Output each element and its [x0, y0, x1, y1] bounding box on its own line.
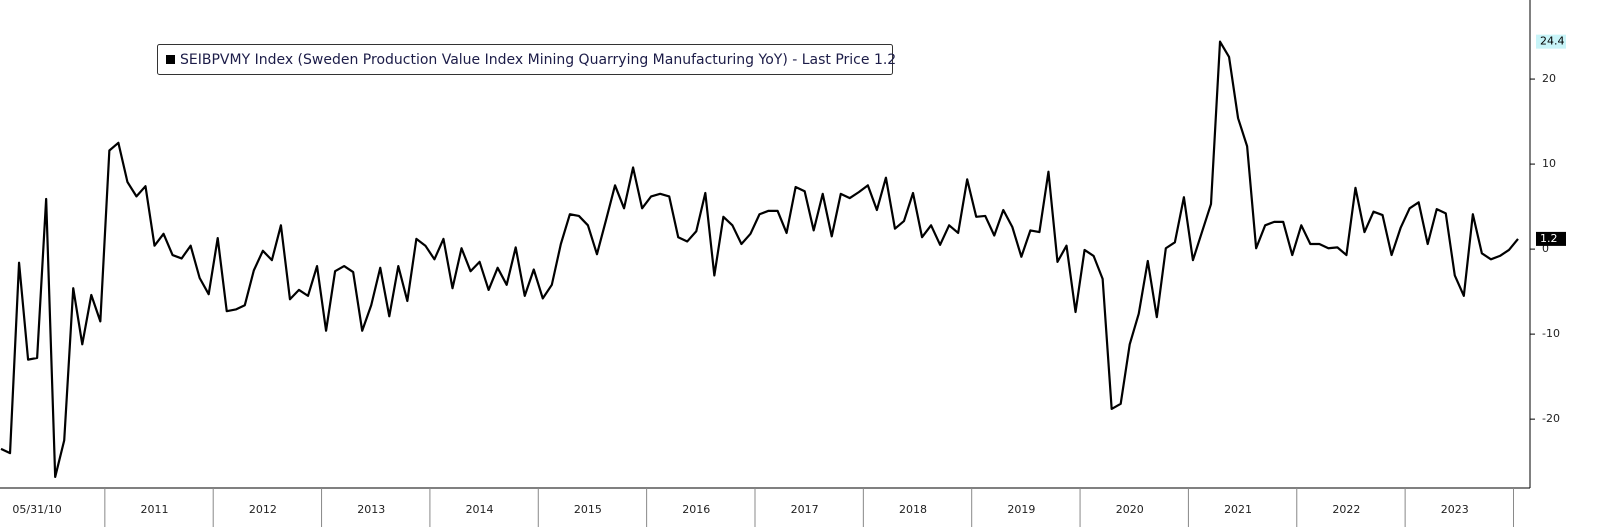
x-tick-label: 2016: [682, 503, 710, 516]
axis-tag-bg: [1536, 231, 1566, 246]
x-tick-label: 05/31/10: [12, 503, 61, 516]
series-line: [0, 40, 1519, 479]
axis-tag-bg: [1536, 34, 1566, 49]
legend-label: SEIBPVMY Index (Sweden Production Value …: [180, 52, 896, 68]
x-tick-label: 2020: [1116, 503, 1144, 516]
x-tick-label: 2022: [1332, 503, 1360, 516]
y-tick-label: 0: [1542, 242, 1549, 255]
x-tick-label: 2012: [249, 503, 277, 516]
x-tick-label: 2011: [141, 503, 169, 516]
x-tick-label: 2015: [574, 503, 602, 516]
y-tick-label: -20: [1542, 412, 1560, 425]
x-tick-label: 2014: [466, 503, 494, 516]
y-tick-label: 20: [1542, 72, 1556, 85]
legend-swatch: [166, 55, 175, 64]
x-tick-label: 2019: [1007, 503, 1035, 516]
x-tick-label: 2021: [1224, 503, 1252, 516]
y-tick-label: 10: [1542, 157, 1556, 170]
y-tick-label: -10: [1542, 327, 1560, 340]
x-tick-label: 2023: [1441, 503, 1469, 516]
x-tick-label: 2013: [357, 503, 385, 516]
axis-tag-label: 24.4: [1540, 35, 1565, 48]
legend: SEIBPVMY Index (Sweden Production Value …: [157, 44, 896, 75]
x-tick-label: 2017: [791, 503, 819, 516]
axis-tag-label: 1.2: [1540, 232, 1558, 245]
legend-box: [157, 44, 893, 75]
x-tick-label: 2018: [899, 503, 927, 516]
